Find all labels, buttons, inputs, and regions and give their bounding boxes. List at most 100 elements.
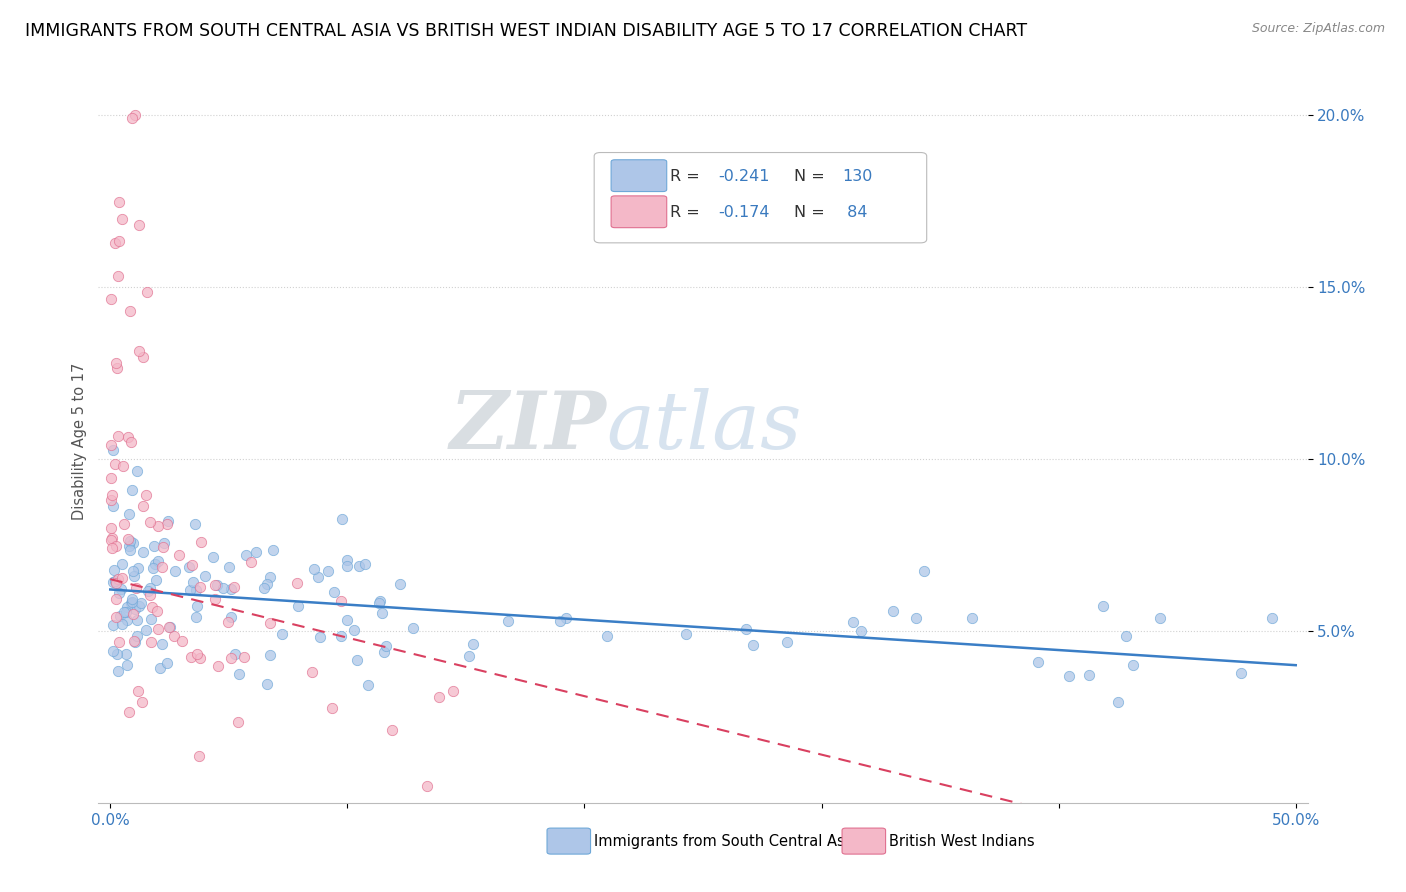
Point bbox=[157, 514, 180, 528]
Point bbox=[138, 515, 160, 529]
Text: atlas: atlas bbox=[606, 388, 801, 466]
Point bbox=[131, 695, 153, 709]
Point bbox=[841, 615, 863, 629]
Point bbox=[849, 624, 872, 639]
Point bbox=[1229, 665, 1251, 680]
Point bbox=[882, 604, 904, 618]
Point bbox=[105, 360, 128, 375]
Point bbox=[259, 616, 281, 631]
Point bbox=[124, 602, 146, 616]
Point bbox=[101, 442, 124, 457]
Point bbox=[107, 235, 129, 249]
Point bbox=[188, 650, 211, 665]
Point bbox=[156, 517, 179, 532]
Point bbox=[128, 218, 150, 232]
Point bbox=[100, 438, 122, 452]
Point bbox=[125, 613, 148, 627]
Point bbox=[962, 610, 984, 624]
Point bbox=[149, 661, 172, 675]
Point bbox=[145, 573, 167, 587]
Point bbox=[218, 560, 240, 574]
Point bbox=[228, 667, 250, 681]
Point bbox=[548, 614, 571, 628]
Point bbox=[120, 596, 142, 610]
Point bbox=[138, 584, 160, 599]
Point bbox=[111, 557, 134, 571]
Point bbox=[100, 492, 122, 507]
Point bbox=[457, 648, 479, 663]
Point bbox=[226, 715, 249, 730]
Point bbox=[330, 628, 353, 642]
Point bbox=[127, 684, 149, 698]
Point bbox=[121, 595, 143, 609]
Text: R =: R = bbox=[671, 205, 706, 220]
Point bbox=[301, 665, 323, 679]
Point bbox=[104, 539, 127, 553]
Text: N =: N = bbox=[793, 205, 830, 220]
Point bbox=[194, 568, 217, 582]
Point bbox=[122, 633, 145, 648]
FancyBboxPatch shape bbox=[842, 828, 886, 855]
Point bbox=[256, 677, 278, 691]
Point bbox=[105, 610, 128, 624]
Point bbox=[742, 638, 765, 652]
Point bbox=[912, 564, 935, 578]
Point bbox=[235, 548, 257, 562]
Point bbox=[153, 536, 176, 550]
Point bbox=[135, 623, 157, 637]
Point bbox=[100, 541, 122, 556]
Point bbox=[253, 581, 276, 595]
Point bbox=[357, 678, 380, 692]
Point bbox=[159, 620, 181, 634]
Point bbox=[104, 575, 127, 590]
Point bbox=[335, 553, 357, 567]
Point bbox=[402, 621, 425, 635]
Point bbox=[287, 576, 309, 591]
Point bbox=[108, 586, 131, 600]
Point bbox=[441, 684, 464, 698]
Point bbox=[163, 629, 186, 643]
Point bbox=[381, 723, 404, 738]
Point bbox=[100, 521, 122, 535]
Point bbox=[124, 568, 146, 582]
Point bbox=[145, 604, 167, 618]
Point bbox=[121, 607, 143, 622]
Point bbox=[104, 592, 127, 607]
Point bbox=[108, 195, 131, 210]
Point bbox=[775, 634, 797, 648]
Point bbox=[239, 555, 262, 569]
Text: British West Indians: British West Indians bbox=[889, 834, 1035, 848]
Point bbox=[330, 593, 353, 607]
Point bbox=[336, 559, 359, 574]
Point bbox=[120, 434, 142, 449]
Point bbox=[101, 575, 124, 590]
Point bbox=[735, 623, 758, 637]
Point bbox=[157, 620, 180, 634]
Point bbox=[245, 545, 267, 559]
Point bbox=[1078, 668, 1101, 682]
Point bbox=[322, 584, 344, 599]
Point bbox=[124, 635, 146, 649]
Point bbox=[121, 483, 143, 497]
Point bbox=[219, 651, 242, 665]
Point bbox=[105, 647, 128, 661]
Point bbox=[354, 558, 377, 572]
Point bbox=[1122, 658, 1144, 673]
Point bbox=[461, 637, 484, 651]
Point bbox=[184, 609, 207, 624]
Point bbox=[336, 613, 359, 627]
Point bbox=[1026, 656, 1049, 670]
Point bbox=[1149, 611, 1171, 625]
Point bbox=[232, 650, 254, 665]
Point bbox=[101, 644, 124, 658]
Point bbox=[262, 542, 284, 557]
Point bbox=[1261, 611, 1284, 625]
Text: R =: R = bbox=[671, 169, 706, 184]
Point bbox=[259, 648, 281, 663]
Point bbox=[125, 464, 148, 478]
Point bbox=[117, 430, 139, 444]
Point bbox=[121, 536, 143, 550]
Point bbox=[111, 617, 134, 632]
Point bbox=[343, 623, 366, 637]
Point bbox=[100, 533, 122, 547]
